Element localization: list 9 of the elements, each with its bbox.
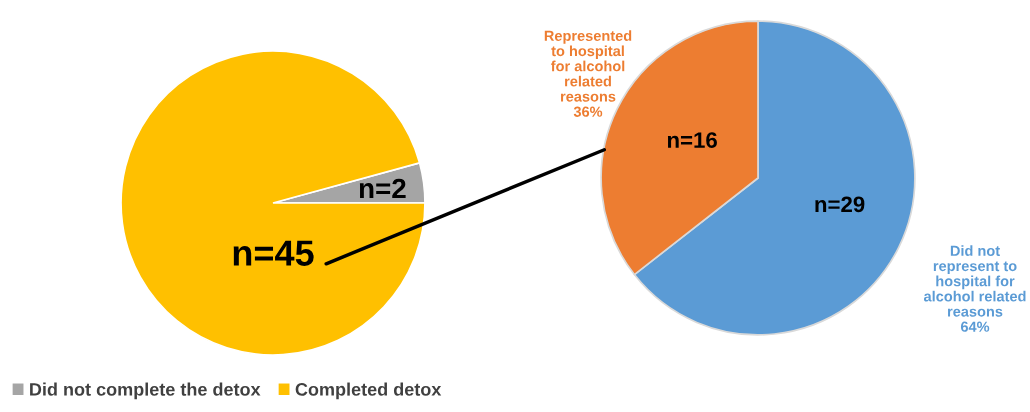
legend-label: Did not complete the detox (30, 382, 261, 400)
data-label: n=16 (667, 132, 717, 148)
data-label: n=29 (815, 196, 865, 213)
data-label: n=2 (359, 178, 406, 199)
pie-slice (120, 50, 426, 356)
slice-label: Did not represent to hospital for alcohol related reasons 64% (923, 245, 1026, 332)
legend-label: Completed detox (295, 382, 442, 400)
data-label: n=45 (233, 240, 314, 266)
slice-label: Represented to hospital for alcohol related reasons 36% (544, 30, 632, 117)
